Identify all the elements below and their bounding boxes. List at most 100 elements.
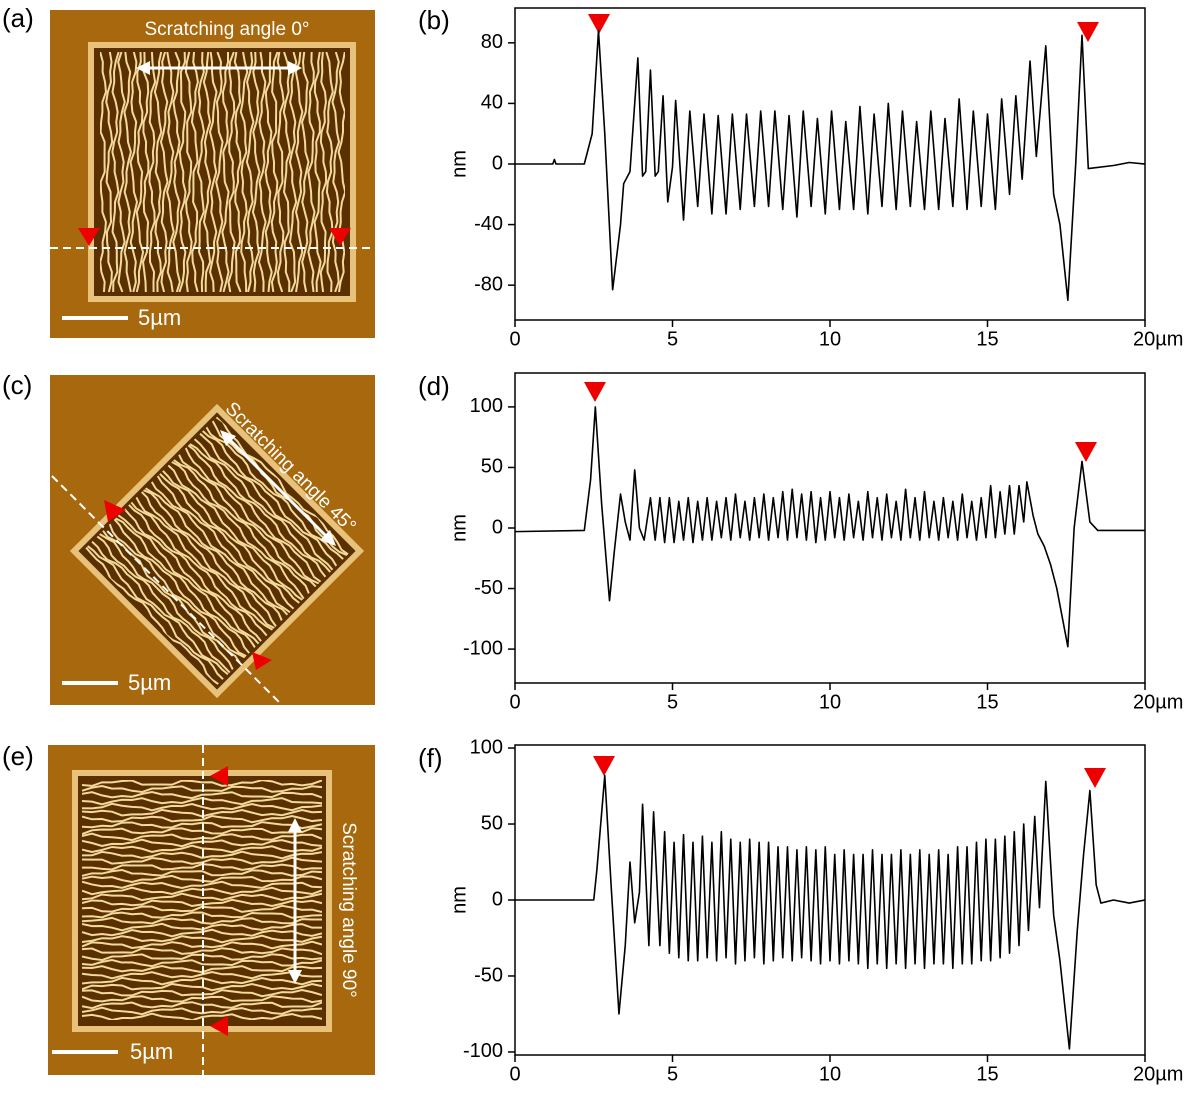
afm-image-a: Scratching angle 0° 5µm	[50, 10, 375, 338]
marker	[210, 766, 228, 786]
plot-frame	[514, 744, 1146, 1056]
profile-line	[515, 29, 1146, 302]
stripe	[337, 52, 345, 292]
arrow-head	[288, 818, 302, 832]
y-tick-label: 0	[492, 888, 503, 910]
marker	[1075, 442, 1097, 462]
stripe	[129, 52, 139, 292]
stripe	[99, 533, 234, 670]
panel-label: (b)	[418, 5, 450, 35]
stripe	[187, 444, 322, 583]
y-axis-label: nm	[448, 150, 470, 178]
stripe	[199, 432, 334, 571]
stripe	[270, 52, 279, 292]
stripe	[148, 52, 157, 292]
scale-label: 5µm	[130, 1039, 173, 1064]
stripe	[156, 475, 291, 614]
stripe	[82, 911, 322, 919]
stripe	[135, 52, 145, 292]
stripe	[82, 982, 322, 992]
afm-image-c: Scratching angle 45° 5µm	[50, 375, 375, 706]
stripe	[173, 459, 310, 594]
marker	[1084, 768, 1106, 788]
scale-label: 5µm	[128, 670, 171, 695]
stripe	[82, 934, 322, 944]
stripe	[211, 420, 348, 557]
stripe	[123, 508, 260, 645]
x-tick-label: 15	[976, 328, 998, 350]
stripe	[150, 481, 289, 616]
stripe	[82, 868, 322, 877]
stripe	[82, 970, 322, 980]
stripe	[184, 447, 320, 585]
x-tick-label: 10	[819, 1063, 841, 1085]
arrow-head	[136, 61, 150, 75]
stripe	[82, 802, 322, 812]
x-tick-label: 0	[509, 691, 520, 713]
stripe	[82, 844, 322, 854]
y-tick-label: 100	[470, 736, 503, 758]
stripe	[193, 438, 332, 573]
panel-label: (d)	[418, 371, 450, 401]
marker	[329, 228, 351, 246]
x-tick-label: 5	[667, 328, 678, 350]
stripe	[251, 52, 261, 292]
stripe	[208, 52, 218, 292]
stripe	[319, 52, 328, 292]
stripe	[87, 545, 224, 680]
stripe	[82, 1012, 322, 1020]
x-tick-label: 20µm	[1133, 328, 1183, 350]
stripe	[141, 491, 275, 629]
stripe	[82, 814, 322, 824]
stripe	[202, 430, 338, 567]
panel-label: (e)	[2, 741, 34, 771]
stripe	[114, 517, 251, 654]
y-tick-label: 0	[492, 152, 503, 174]
stripe	[82, 916, 322, 925]
stripe	[135, 496, 274, 631]
scan-line	[51, 475, 283, 706]
marker	[104, 500, 126, 522]
stripe	[178, 52, 187, 292]
y-tick-label: -50	[474, 577, 503, 599]
stripe	[325, 52, 334, 292]
stripe	[142, 52, 150, 292]
stripe	[205, 426, 344, 560]
stripe	[111, 52, 120, 292]
stripe	[202, 52, 212, 292]
stripe	[82, 947, 322, 956]
caption: Scratching angle 90°	[338, 822, 359, 998]
x-tick-label: 0	[509, 1063, 520, 1085]
marker	[78, 228, 100, 246]
stripe	[82, 780, 322, 787]
arrow-head	[220, 430, 236, 446]
profile-line	[514, 406, 1145, 648]
panel-label: (c)	[2, 370, 32, 400]
stripe	[113, 518, 247, 657]
stripe	[264, 52, 273, 292]
panel-label: (f)	[418, 743, 443, 773]
x-tick-label: 15	[976, 691, 998, 713]
stripe	[178, 454, 317, 588]
stripe	[159, 473, 295, 610]
stripe	[167, 464, 303, 601]
y-tick-label: -50	[474, 964, 503, 986]
stripe	[91, 540, 229, 676]
stripe	[105, 52, 114, 292]
x-tick-label: 5	[667, 1063, 678, 1085]
y-tick-label: -100	[463, 1040, 503, 1062]
stripe	[190, 52, 199, 292]
stripe	[82, 791, 322, 800]
y-axis-label: nm	[448, 886, 470, 914]
y-tick-label: -100	[463, 637, 503, 659]
marker	[584, 382, 606, 402]
x-tick-label: 10	[819, 328, 841, 350]
x-tick-label: 5	[667, 691, 678, 713]
y-tick-label: 40	[481, 92, 503, 114]
y-tick-label: 0	[492, 516, 503, 538]
stripe	[82, 958, 322, 968]
stripe	[82, 976, 322, 986]
scale-label: 5µm	[138, 305, 181, 330]
stripe	[100, 52, 107, 292]
stripe	[331, 52, 341, 292]
